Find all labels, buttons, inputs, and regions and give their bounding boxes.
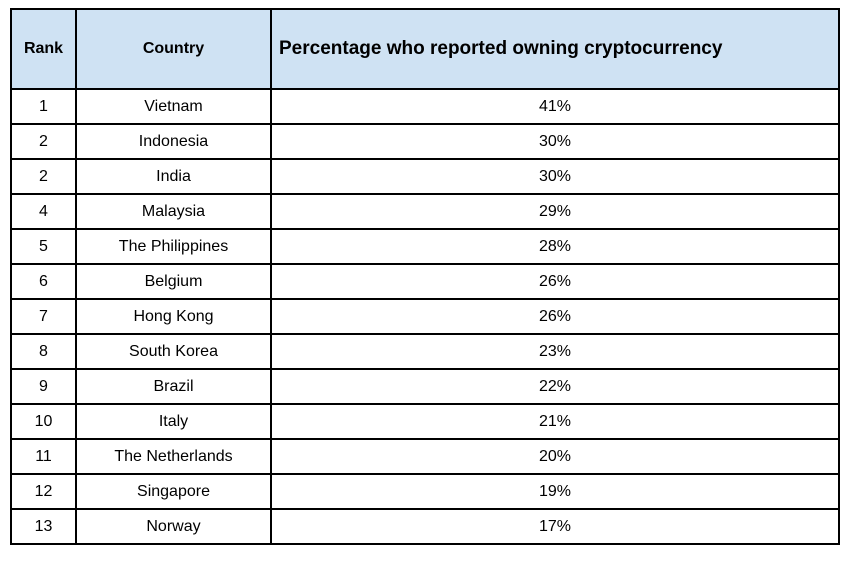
percentage-cell: 23%: [270, 333, 840, 370]
header-cell-country: Country: [75, 8, 272, 90]
country-cell: Norway: [75, 508, 272, 545]
header-row: Rank Country Percentage who reported own…: [10, 8, 840, 90]
table-row: 8 South Korea 23%: [10, 333, 840, 370]
table-row: 10 Italy 21%: [10, 403, 840, 440]
country-cell: South Korea: [75, 333, 272, 370]
percentage-cell: 21%: [270, 403, 840, 440]
country-cell: The Philippines: [75, 228, 272, 265]
country-cell: Brazil: [75, 368, 272, 405]
table-row: 11 The Netherlands 20%: [10, 438, 840, 475]
rank-cell: 6: [10, 263, 77, 300]
percentage-cell: 30%: [270, 158, 840, 195]
percentage-cell: 19%: [270, 473, 840, 510]
rank-cell: 10: [10, 403, 77, 440]
percentage-cell: 26%: [270, 298, 840, 335]
percentage-cell: 28%: [270, 228, 840, 265]
rank-cell: 2: [10, 158, 77, 195]
table-row: 2 Indonesia 30%: [10, 123, 840, 160]
country-cell: The Netherlands: [75, 438, 272, 475]
country-cell: Vietnam: [75, 88, 272, 125]
percentage-cell: 17%: [270, 508, 840, 545]
table-body: 1 Vietnam 41% 2 Indonesia 30% 2 India 30…: [10, 88, 840, 545]
rank-cell: 11: [10, 438, 77, 475]
crypto-ownership-table-wrap: Rank Country Percentage who reported own…: [10, 8, 840, 545]
percentage-cell: 30%: [270, 123, 840, 160]
crypto-ownership-table: Rank Country Percentage who reported own…: [10, 8, 840, 545]
country-cell: Hong Kong: [75, 298, 272, 335]
rank-cell: 9: [10, 368, 77, 405]
percentage-cell: 22%: [270, 368, 840, 405]
header-cell-percentage: Percentage who reported owning cryptocur…: [270, 8, 840, 90]
rank-cell: 12: [10, 473, 77, 510]
rank-cell: 13: [10, 508, 77, 545]
table-row: 4 Malaysia 29%: [10, 193, 840, 230]
table-row: 7 Hong Kong 26%: [10, 298, 840, 335]
table-row: 5 The Philippines 28%: [10, 228, 840, 265]
table-row: 12 Singapore 19%: [10, 473, 840, 510]
rank-cell: 4: [10, 193, 77, 230]
table-row: 9 Brazil 22%: [10, 368, 840, 405]
table-row: 2 India 30%: [10, 158, 840, 195]
country-cell: Malaysia: [75, 193, 272, 230]
table-header: Rank Country Percentage who reported own…: [10, 8, 840, 90]
table-row: 1 Vietnam 41%: [10, 88, 840, 125]
rank-cell: 8: [10, 333, 77, 370]
table-row: 13 Norway 17%: [10, 508, 840, 545]
country-cell: India: [75, 158, 272, 195]
rank-cell: 5: [10, 228, 77, 265]
country-cell: Singapore: [75, 473, 272, 510]
percentage-cell: 41%: [270, 88, 840, 125]
percentage-cell: 26%: [270, 263, 840, 300]
rank-cell: 2: [10, 123, 77, 160]
country-cell: Indonesia: [75, 123, 272, 160]
rank-cell: 1: [10, 88, 77, 125]
country-cell: Belgium: [75, 263, 272, 300]
table-row: 6 Belgium 26%: [10, 263, 840, 300]
header-cell-rank: Rank: [10, 8, 77, 90]
percentage-cell: 20%: [270, 438, 840, 475]
percentage-cell: 29%: [270, 193, 840, 230]
country-cell: Italy: [75, 403, 272, 440]
rank-cell: 7: [10, 298, 77, 335]
